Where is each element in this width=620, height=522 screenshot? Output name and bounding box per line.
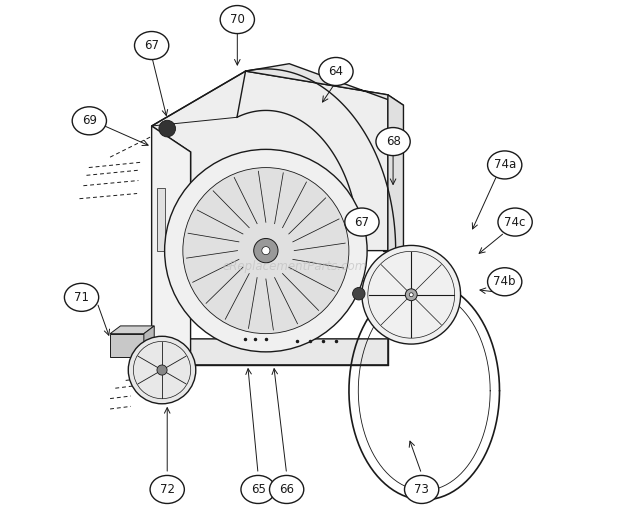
Text: 67: 67	[355, 216, 370, 229]
Circle shape	[157, 365, 167, 375]
Text: 70: 70	[230, 13, 245, 26]
Text: 71: 71	[74, 291, 89, 304]
Circle shape	[362, 245, 461, 344]
Polygon shape	[388, 95, 404, 261]
Circle shape	[353, 288, 365, 300]
Ellipse shape	[487, 268, 522, 296]
Text: 64: 64	[329, 65, 343, 78]
Ellipse shape	[135, 31, 169, 60]
Circle shape	[159, 120, 175, 137]
Text: 68: 68	[386, 135, 401, 148]
Polygon shape	[152, 339, 388, 365]
Polygon shape	[110, 334, 144, 357]
Circle shape	[165, 149, 367, 352]
Text: eReplacementParts.com: eReplacementParts.com	[223, 259, 366, 272]
Text: 74a: 74a	[494, 159, 516, 171]
Polygon shape	[152, 71, 388, 251]
Polygon shape	[144, 326, 154, 357]
Circle shape	[183, 168, 349, 334]
Text: 69: 69	[82, 114, 97, 127]
Polygon shape	[110, 326, 154, 334]
Ellipse shape	[498, 208, 532, 236]
Text: 72: 72	[160, 483, 175, 496]
Text: 66: 66	[279, 483, 294, 496]
Bar	[157, 188, 165, 251]
Ellipse shape	[376, 127, 410, 156]
Ellipse shape	[487, 151, 522, 179]
Ellipse shape	[404, 476, 439, 504]
Ellipse shape	[64, 283, 99, 311]
Text: 67: 67	[144, 39, 159, 52]
Polygon shape	[246, 64, 404, 105]
Polygon shape	[152, 126, 190, 365]
Ellipse shape	[345, 208, 379, 236]
Text: 65: 65	[250, 483, 265, 496]
Ellipse shape	[72, 107, 107, 135]
Ellipse shape	[270, 476, 304, 504]
Circle shape	[262, 246, 270, 255]
Ellipse shape	[241, 476, 275, 504]
Circle shape	[254, 239, 278, 263]
Ellipse shape	[319, 57, 353, 86]
Text: 73: 73	[414, 483, 429, 496]
Circle shape	[405, 289, 417, 301]
Ellipse shape	[150, 476, 184, 504]
Text: 74b: 74b	[494, 275, 516, 288]
Ellipse shape	[220, 6, 254, 33]
Text: 74c: 74c	[505, 216, 526, 229]
Circle shape	[128, 336, 196, 404]
Circle shape	[409, 293, 413, 296]
